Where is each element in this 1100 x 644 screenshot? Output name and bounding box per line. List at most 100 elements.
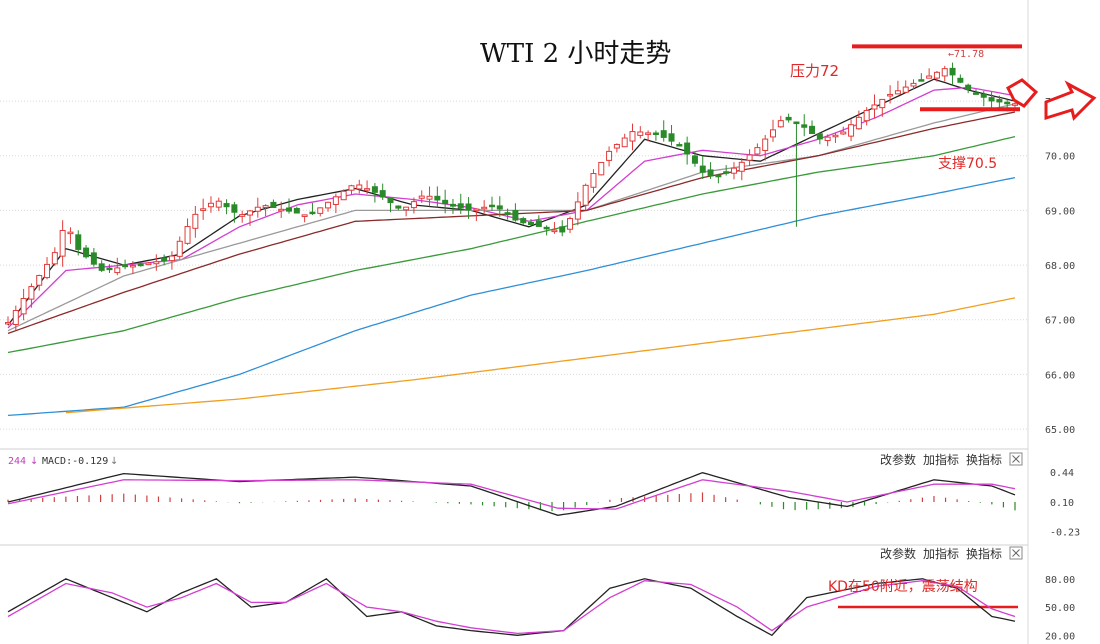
candle-down [465,203,472,211]
candle-up [582,184,589,206]
candle-down [98,263,105,271]
macd-down-arrow-icon: ↓ [30,456,38,467]
candle-up [621,137,628,148]
candle-down [106,267,113,271]
candle-down [668,133,675,142]
candle-down [496,205,503,210]
candle-down [309,211,316,215]
candle-down [528,222,535,226]
indicator-button[interactable]: 加指标 [923,546,959,561]
candle-down [488,204,495,208]
candle-up [754,147,761,155]
candle-down [535,220,542,227]
candle-down [809,125,816,134]
macd-y-tick-label: 0.44 [1050,468,1074,479]
candle-down [676,144,683,147]
candle-up [855,116,862,130]
indicator-button[interactable]: 改参数 [880,452,916,467]
candle-down [988,97,995,102]
close-icon-glyph [1012,549,1020,557]
candle-down [161,257,168,262]
candle-up [863,109,870,122]
kd-panel: 80.00 50.00 20.00 KD在50附近，震荡结构 改参数 加指标 换指标 [7,546,1075,642]
y-tick-label: 67.00 [1045,316,1075,327]
close-icon-glyph [1012,455,1020,463]
moving-average-line [7,176,1016,417]
candle-up [168,255,175,262]
candle-down [395,205,402,209]
candle-up [36,274,43,286]
candle-up [254,206,261,212]
candle-down [504,212,511,215]
candle-down [965,84,972,91]
moving-average-line [7,86,1016,329]
candle-down [90,252,97,265]
candle-up [481,206,488,210]
candle-up [364,188,371,191]
candle-up [770,129,777,138]
resistance-label: 压力72 [790,62,839,80]
high-price-label: ←71.78 [948,49,984,60]
candle-up [894,90,901,95]
macd-y-axis: 0.44 0.10 -0.23 [1050,468,1080,539]
indicator-button[interactable]: 换指标 [966,546,1002,561]
y-tick-label: 69.00 [1045,206,1075,217]
candle-up [67,231,74,235]
candle-up [59,229,66,257]
candle-down [949,67,956,76]
indicator-button[interactable]: 换指标 [966,452,1002,467]
candle-up [777,120,784,128]
candle-up [613,143,620,149]
price-annotations: 压力72 ←71.78 支撑70.5 WTI 2 小时走势 [480,39,1097,172]
candle-up [348,185,355,191]
kd-y-tick-label: 20.00 [1045,631,1075,642]
candle-down [449,203,456,207]
moving-average-line [65,297,1016,414]
candle-up [637,131,644,136]
price-candles [5,62,1018,331]
y-tick-label: 66.00 [1045,370,1075,381]
candle-up [403,206,410,211]
candle-down [520,218,527,224]
candle-up [145,262,152,266]
candle-up [426,195,433,200]
candle-down [816,133,823,140]
candle-down [543,226,550,230]
y-tick-label: 70.00 [1045,152,1075,163]
kd-annotation: KD在50附近，震荡结构 [828,579,978,595]
candle-up [192,213,199,229]
indicator-button[interactable]: 加指标 [923,452,959,467]
price-moving-averages [7,78,1016,417]
macd-series-id: 244 [8,456,26,467]
candle-down [980,93,987,98]
moving-average-line [7,111,1016,335]
indicator-button[interactable]: 改参数 [880,546,916,561]
candle-down [785,116,792,121]
candle-up [51,252,58,265]
candle-up [551,229,558,233]
candle-up [20,298,27,315]
macd-toolbar: 改参数 加指标 换指标 [880,452,1023,467]
candle-up [746,154,753,161]
candle-up [941,68,948,77]
candle-down [75,234,82,250]
candle-up [730,167,737,174]
candle-up [902,86,909,93]
candle-up [410,201,417,209]
candle-down [707,169,714,177]
candle-up [606,150,613,161]
kd-y-tick-label: 50.00 [1045,603,1075,614]
candle-up [332,196,339,205]
candle-down [442,199,449,205]
candle-down [387,197,394,204]
candle-up [153,261,160,265]
support-label: 支撑70.5 [938,156,997,172]
macd-label: MACD:-0.129 [42,456,108,467]
candle-up [317,207,324,214]
kd-y-axis: 80.00 50.00 20.00 [1045,575,1075,642]
candle-down [231,204,238,213]
macd-y-tick-label: 0.10 [1050,498,1074,509]
candle-down [371,186,378,193]
kd-lines [7,577,1016,637]
